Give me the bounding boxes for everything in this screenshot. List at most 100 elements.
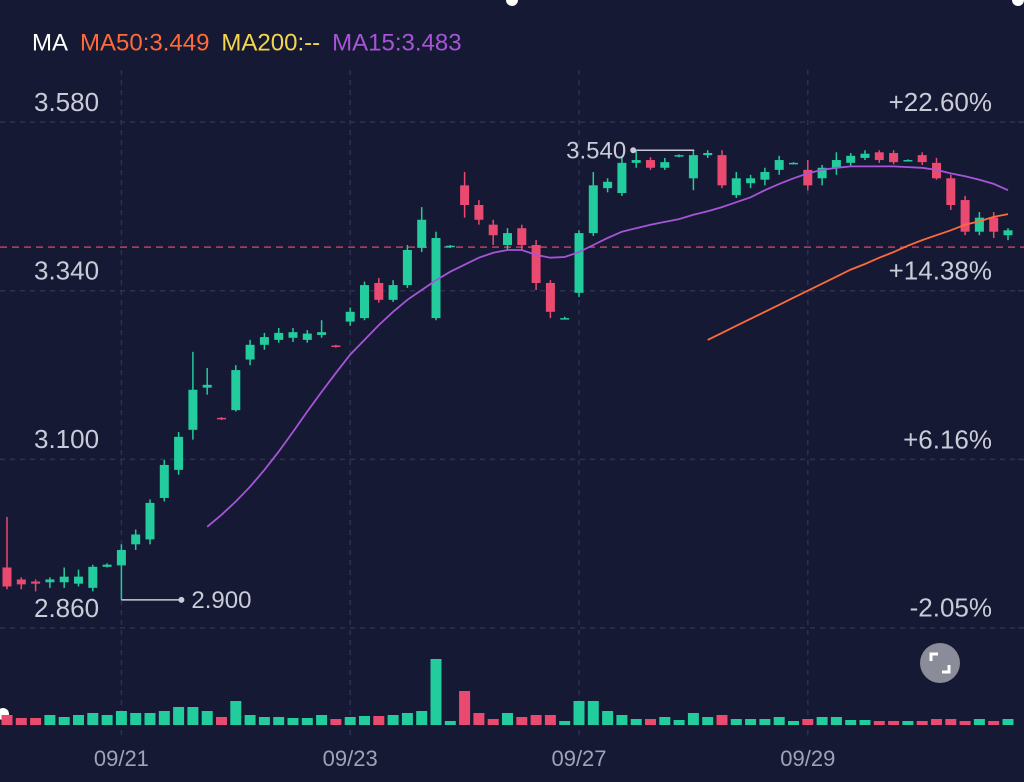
volume-bar [144,713,156,725]
candle-body [331,345,341,348]
candle-body [231,370,241,411]
candle-body [245,344,255,360]
candle-body [345,311,355,322]
volume-bar [645,719,656,725]
volume-bar [30,718,42,725]
candle-body [803,169,813,186]
expand-button[interactable] [920,643,960,683]
candle-body [531,245,541,283]
volume-bar [1,715,13,725]
volume-bar [87,713,99,725]
volume-bar [187,707,199,725]
candle-body [474,205,484,220]
volume-bar [430,659,442,725]
annotation-dot [630,147,637,154]
volume-bar [816,717,828,725]
candle-body [688,155,698,179]
volume-bar [459,691,471,725]
candle-body [374,282,384,300]
volume-bar [845,720,857,725]
volume-bar [230,701,242,725]
candle-body [388,285,398,300]
candle-body [16,579,26,585]
volume-bar [873,721,885,725]
legend-entry: MA50:3.449 [80,29,209,56]
volume-bar [401,713,413,725]
x-tick-label: 09/23 [323,746,378,771]
volume-bar [888,721,900,725]
candle-body [31,581,41,584]
volume-bar [316,715,328,725]
volume-bar [273,717,285,725]
candle-body [960,200,970,232]
expand-icon[interactable] [929,652,951,674]
candle-body [445,245,455,248]
volume-bar [916,721,928,725]
candle-body [45,579,55,583]
candle-body [460,185,470,205]
volume-bar [487,719,499,725]
volume-bar [659,717,671,725]
volume-bar [58,717,70,725]
volume-bar [444,721,456,725]
candle-body [402,249,412,286]
annotation-dot [178,596,185,603]
expand-circle[interactable] [920,643,960,683]
candle-body [860,153,870,158]
candle-body [903,160,913,162]
candle-body [88,566,98,588]
volume-bar [973,719,985,725]
y2-tick-label: +6.16% [903,424,992,454]
candle-body [102,564,112,567]
candle-body [974,217,984,232]
handle [506,0,518,6]
ma-line [206,165,1009,528]
volume-bar [759,719,771,725]
volume-bar [630,719,642,725]
volume-bar [902,721,914,725]
handle [1012,0,1024,6]
candle-body [131,534,141,545]
candle-body [159,464,169,498]
candle-body [202,384,212,388]
candle-body [217,417,226,420]
annotation-label: 2.900 [191,587,251,614]
candle-body [831,160,841,168]
volume-bar [788,721,799,725]
volume-bar [687,713,699,725]
volume-bar [573,701,585,725]
candle-body [2,567,12,587]
candle-body [789,162,798,165]
volume-bar [258,717,270,725]
volume-bar [745,719,757,725]
volume-bar [44,715,56,725]
x-tick-label: 09/21 [94,746,149,771]
volume-bar [101,715,113,725]
volume-bar [201,711,213,725]
candle-body [188,389,198,430]
volume-bar [387,715,399,725]
volume-bar [244,715,256,725]
volume-bar [130,713,142,725]
volume-bar [544,715,556,725]
volume-bar [516,717,528,725]
volume-bar [287,718,299,725]
y2-tick-label: +22.60% [889,87,992,117]
volume-bar [416,711,428,725]
legend-title: MA [32,29,68,56]
volume-bar [216,717,227,725]
grid [0,70,1024,735]
candle-body [746,178,756,184]
candle-body [503,233,512,246]
y-tick-label: 3.100 [34,424,99,454]
volume-bar [602,711,614,725]
candle-body [946,178,956,205]
volume-bar [702,717,714,725]
candle-body [731,178,741,196]
candle-body [846,155,856,163]
candle-body [288,332,298,338]
annotation-label: 3.540 [566,138,626,165]
